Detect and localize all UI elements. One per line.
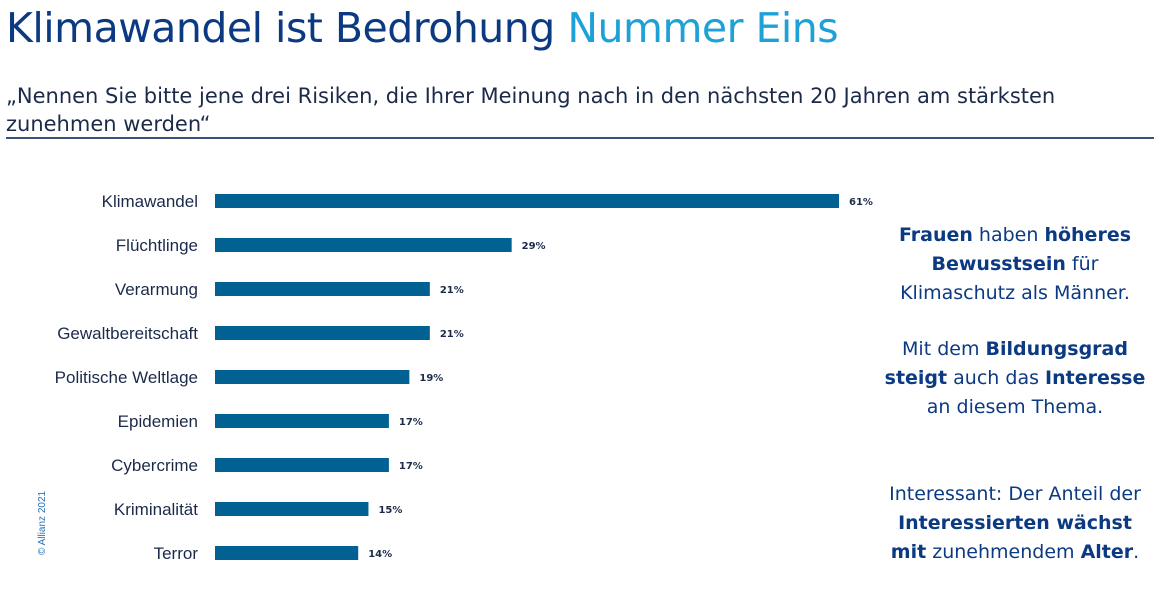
side-note-text: Alter	[1080, 541, 1134, 563]
copyright-note: © Allianz 2021	[37, 490, 48, 555]
side-note-age: Interessant: Der Anteil der Interessiert…	[880, 480, 1150, 567]
side-note-text: Interesse	[1045, 367, 1146, 389]
side-note-text: Interessant: Der Anteil der	[889, 483, 1141, 505]
side-note-text: auch das	[947, 367, 1046, 389]
value-label: 17%	[399, 461, 423, 472]
value-label: 29%	[522, 241, 546, 252]
category-label: Epidemien	[118, 412, 198, 431]
side-note-text: Bildungsgrad steigt	[884, 338, 1128, 389]
bar	[215, 458, 389, 472]
category-label: Terror	[154, 544, 199, 563]
side-note-text: Frauen	[898, 224, 973, 246]
bar	[215, 326, 430, 340]
bar	[215, 370, 410, 384]
side-note-text: an diesem Thema.	[926, 396, 1104, 418]
bar	[215, 194, 839, 208]
bar	[215, 282, 430, 296]
category-label: Kriminalität	[114, 500, 198, 519]
value-label: 17%	[399, 417, 423, 428]
value-label: 21%	[440, 285, 464, 296]
value-label: 19%	[419, 373, 443, 384]
category-label: Politische Weltlage	[55, 368, 198, 387]
category-label: Flüchtlinge	[116, 236, 198, 255]
side-note-gender: Frauen haben höheres Bewusstsein für Kli…	[880, 221, 1150, 308]
side-note-text: haben	[972, 224, 1045, 246]
side-note-text: .	[1133, 541, 1140, 563]
value-label: 14%	[368, 549, 392, 560]
side-note-text: für Klimaschutz als Männer.	[900, 253, 1130, 304]
side-note-text: höheres Bewusstsein	[931, 224, 1132, 275]
category-label: Cybercrime	[111, 456, 198, 475]
bar	[215, 502, 369, 516]
category-label: Verarmung	[115, 280, 198, 299]
side-note-text: Interessierten wächst mit	[890, 512, 1132, 563]
title-accent: Nummer Eins	[567, 4, 839, 52]
side-note-text: zunehmendem	[926, 541, 1081, 563]
value-label: 15%	[378, 505, 402, 516]
value-label: 61%	[849, 197, 873, 208]
bar-chart: Klimawandel 61% Flüchtlinge 29% Verarmung 21%…	[55, 192, 873, 563]
category-label: Klimawandel	[102, 192, 198, 211]
value-label: 21%	[440, 329, 464, 340]
bar	[215, 238, 512, 252]
page-title: Klimawandel ist Bedrohung Nummer Eins	[6, 4, 839, 52]
header-divider	[6, 137, 1154, 139]
survey-question: „Nennen Sie bitte jene drei Risiken, die…	[6, 84, 1056, 136]
side-note-text: Mit dem	[902, 338, 986, 360]
title-main: Klimawandel ist Bedrohung	[6, 4, 555, 52]
bar	[215, 414, 389, 428]
side-note-education: Mit dem Bildungsgrad steigt auch das Int…	[880, 335, 1150, 422]
category-label: Gewaltbereitschaft	[57, 324, 198, 343]
bar	[215, 546, 359, 560]
